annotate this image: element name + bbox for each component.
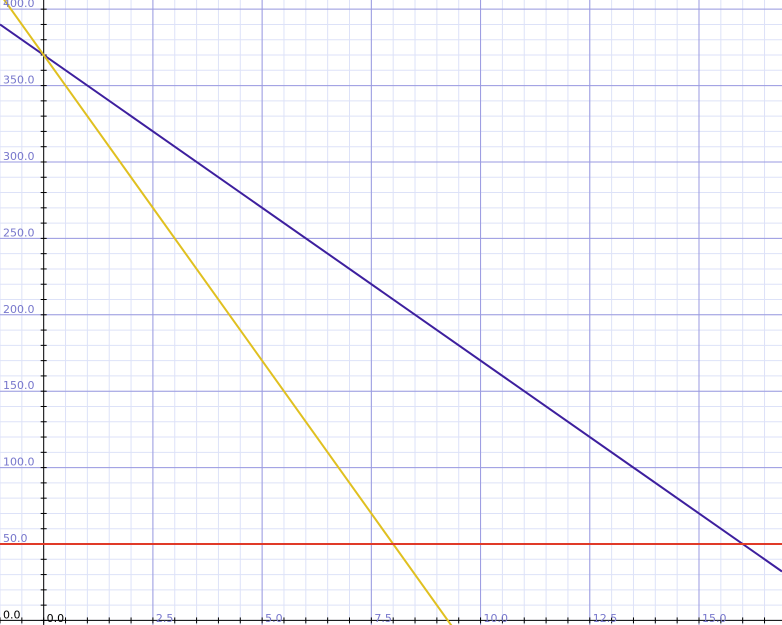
x-tick-label: 12.5 bbox=[593, 612, 618, 625]
x-tick-label: 7.5 bbox=[374, 612, 392, 625]
y-tick-label: 200.0 bbox=[3, 303, 35, 316]
x-tick-label: 2.5 bbox=[156, 612, 174, 625]
y-tick-label: 50.0 bbox=[3, 532, 28, 545]
y-tick-label: 350.0 bbox=[3, 74, 35, 87]
x-tick-label: 15.0 bbox=[702, 612, 727, 625]
y-tick-label: 100.0 bbox=[3, 456, 35, 469]
x-tick-label: 5.0 bbox=[265, 612, 283, 625]
y-tick-label: 150.0 bbox=[3, 379, 35, 392]
y-tick-label: 250.0 bbox=[3, 226, 35, 239]
tick-labels: 0.0 2.5 5.0 7.5 10.0 12.5 15.0 0.0 50.0 100.0 150.… bbox=[3, 0, 726, 625]
y-tick-label: 400.0 bbox=[3, 0, 35, 10]
y-tick-label: 300.0 bbox=[3, 150, 35, 163]
x-tick-label: 10.0 bbox=[484, 612, 509, 625]
series-line-1 bbox=[0, 23, 782, 573]
series-line-2 bbox=[3, 0, 453, 625]
y-tick-label: 0.0 bbox=[3, 608, 21, 621]
x-tick-label: 0.0 bbox=[47, 612, 65, 625]
